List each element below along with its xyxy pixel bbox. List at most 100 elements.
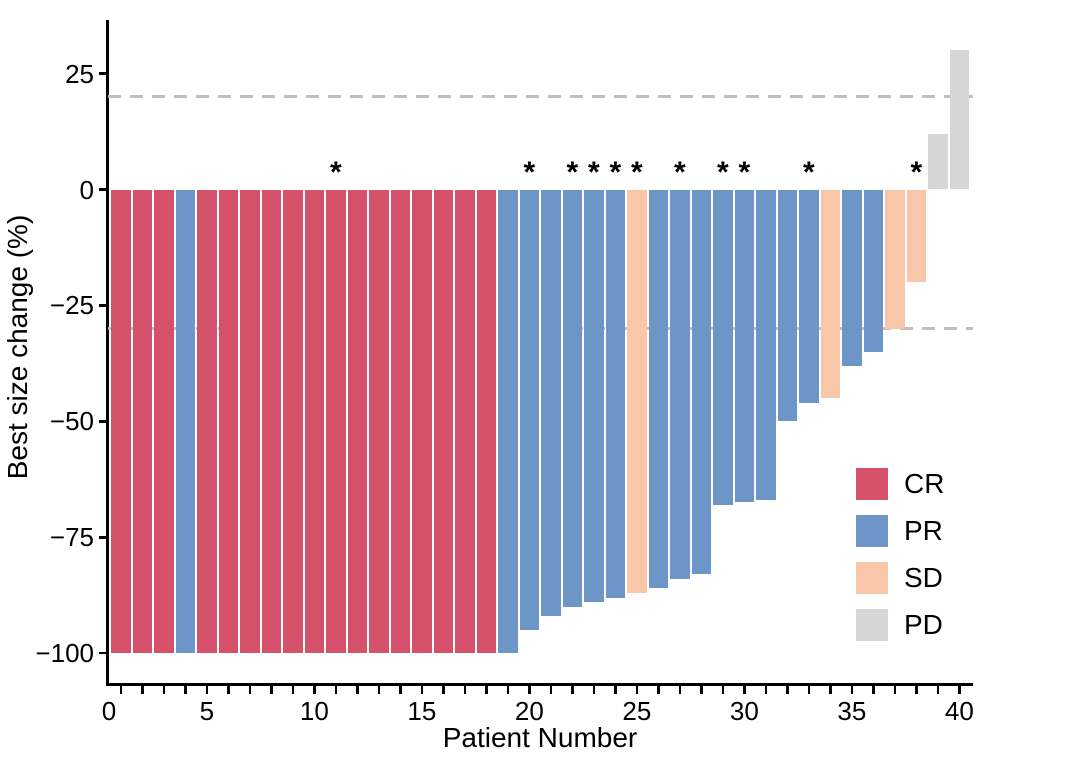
y-tick-label--25: −25 bbox=[49, 290, 94, 321]
bar-patient-34 bbox=[820, 189, 841, 399]
legend-swatch-pd bbox=[856, 609, 888, 641]
bar-patient-20 bbox=[519, 189, 540, 630]
star-annotation-patient-23: * bbox=[588, 156, 600, 189]
bar-patient-16 bbox=[433, 189, 454, 654]
x-tick-label-5: 5 bbox=[199, 696, 215, 726]
x-tick-17 bbox=[463, 686, 467, 694]
bar-patient-31 bbox=[756, 189, 776, 501]
x-tick-4 bbox=[184, 686, 187, 694]
legend-label-cr: CR bbox=[904, 468, 945, 499]
bar-patient-36 bbox=[863, 189, 884, 352]
bar-patient-22 bbox=[562, 189, 583, 607]
bar-patient-30 bbox=[734, 189, 755, 503]
x-tick-30 bbox=[743, 686, 746, 694]
bar-patient-23 bbox=[584, 189, 604, 603]
x-tick-24 bbox=[614, 686, 617, 694]
bar-patient-17 bbox=[455, 189, 475, 654]
x-tick-13 bbox=[377, 686, 381, 694]
x-tick-6 bbox=[227, 686, 230, 694]
bar-patient-1 bbox=[111, 189, 131, 654]
bar-patient-6 bbox=[218, 189, 239, 654]
x-tick-1 bbox=[119, 686, 123, 694]
x-tick-25 bbox=[635, 686, 639, 694]
bar-patient-40 bbox=[949, 50, 970, 190]
y-tick-label--75: −75 bbox=[49, 522, 94, 553]
legend-label-pd: PD bbox=[904, 609, 943, 640]
legend-swatch-cr bbox=[856, 468, 888, 500]
bar-patient-35 bbox=[842, 189, 862, 366]
x-tick-37 bbox=[893, 686, 897, 694]
bar-patient-5 bbox=[197, 189, 217, 654]
x-tick-28 bbox=[700, 686, 703, 694]
x-tick-2 bbox=[141, 686, 144, 694]
bar-patient-29 bbox=[713, 189, 733, 505]
y-tick-label-0: 0 bbox=[79, 174, 94, 205]
bar-patient-21 bbox=[541, 189, 561, 617]
x-tick-40 bbox=[958, 686, 961, 694]
x-tick-9 bbox=[291, 686, 295, 694]
x-tick-29 bbox=[721, 686, 725, 694]
x-tick-8 bbox=[270, 686, 273, 694]
star-annotation-patient-20: * bbox=[523, 156, 536, 189]
bar-patient-3 bbox=[154, 189, 174, 654]
bar-patient-38 bbox=[906, 189, 927, 283]
x-tick-18 bbox=[485, 686, 488, 694]
x-tick-14 bbox=[399, 686, 402, 694]
bar-patient-25 bbox=[627, 189, 647, 593]
reference-line--30 bbox=[108, 327, 973, 331]
y-tick--25 bbox=[99, 304, 107, 307]
x-tick-23 bbox=[592, 686, 596, 694]
star-annotation-patient-30: * bbox=[738, 156, 751, 189]
bar-patient-32 bbox=[777, 189, 798, 422]
x-tick-32 bbox=[786, 686, 789, 694]
x-tick-label-0: 0 bbox=[101, 696, 117, 726]
x-tick-33 bbox=[807, 686, 811, 694]
x-tick-26 bbox=[657, 686, 660, 694]
x-axis-line bbox=[105, 683, 973, 686]
x-tick-label-10: 10 bbox=[299, 696, 329, 726]
x-tick-3 bbox=[162, 686, 166, 694]
legend-label-sd: SD bbox=[904, 562, 943, 593]
x-tick-11 bbox=[334, 686, 338, 694]
y-tick-label--100: −100 bbox=[35, 638, 94, 669]
bar-patient-10 bbox=[304, 189, 325, 654]
star-annotation-patient-33: * bbox=[803, 156, 815, 189]
y-tick-label--50: −50 bbox=[49, 406, 94, 437]
y-tick-label-25: 25 bbox=[65, 58, 94, 89]
x-tick-label-30: 30 bbox=[729, 696, 759, 726]
bar-patient-12 bbox=[347, 189, 368, 654]
bar-patient-26 bbox=[648, 189, 669, 589]
bar-patient-15 bbox=[412, 189, 432, 654]
y-tick--100 bbox=[99, 651, 107, 655]
y-axis-title: Best size change (%) bbox=[2, 214, 33, 480]
bar-patient-7 bbox=[240, 189, 260, 654]
x-tick-39 bbox=[936, 686, 940, 694]
x-tick-label-35: 35 bbox=[837, 696, 867, 726]
star-annotation-patient-24: * bbox=[609, 156, 622, 189]
legend-row-cr: CR bbox=[856, 468, 944, 500]
bar-patient-24 bbox=[605, 189, 626, 598]
x-tick-31 bbox=[764, 686, 768, 694]
bar-patient-9 bbox=[283, 189, 303, 654]
reference-line-20 bbox=[108, 95, 973, 99]
x-tick-22 bbox=[571, 686, 574, 694]
bar-patient-14 bbox=[390, 189, 411, 654]
legend-row-sd: SD bbox=[856, 562, 944, 594]
x-tick-15 bbox=[420, 686, 424, 694]
bar-patient-18 bbox=[476, 189, 497, 654]
x-tick-21 bbox=[549, 686, 553, 694]
x-tick-10 bbox=[313, 686, 316, 694]
x-tick-35 bbox=[850, 686, 854, 694]
x-tick-36 bbox=[872, 686, 875, 694]
star-annotation-patient-11: * bbox=[330, 156, 342, 189]
y-tick--75 bbox=[99, 536, 107, 539]
x-tick-12 bbox=[356, 686, 359, 694]
bar-patient-39 bbox=[928, 133, 948, 190]
x-tick-label-20: 20 bbox=[514, 696, 544, 726]
y-axis-line bbox=[105, 20, 109, 686]
bar-patient-2 bbox=[132, 189, 153, 654]
x-tick-5 bbox=[205, 686, 209, 694]
bar-patient-33 bbox=[799, 189, 819, 403]
legend-label-pr: PR bbox=[904, 515, 943, 546]
